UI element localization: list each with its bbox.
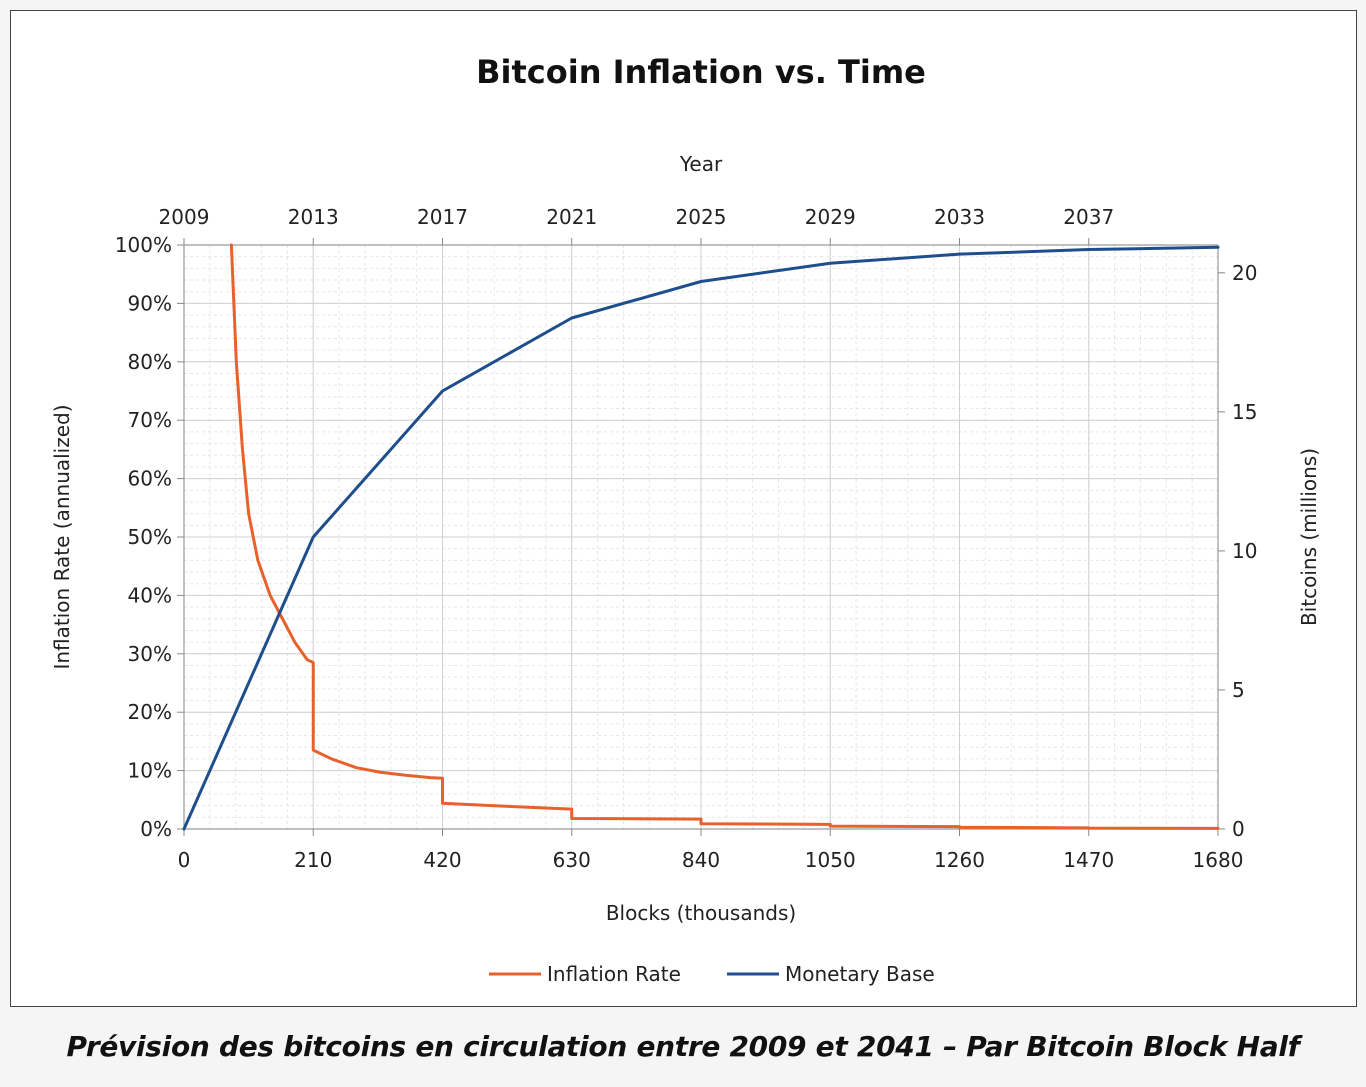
- y-tick-label: 20%: [128, 700, 172, 724]
- x-tick-label: 1680: [1193, 848, 1244, 872]
- y-tick-label: 30%: [128, 642, 172, 666]
- x-tick-label: 1260: [934, 848, 985, 872]
- y2-tick-label: 10: [1232, 539, 1257, 563]
- series-line-monetary-base: [182, 245, 1220, 831]
- y2-tick-label: 5: [1232, 678, 1245, 702]
- y-tick-label: 40%: [128, 583, 172, 607]
- series-line-inflation-rate: [229, 243, 1220, 830]
- y2-axis-label: Bitcoins (millions): [1297, 448, 1321, 626]
- y-tick-label: 70%: [128, 408, 172, 432]
- x-axis-label: Blocks (thousands): [606, 901, 796, 925]
- y-tick-label: 90%: [128, 291, 172, 315]
- x-tick-label: 0: [178, 848, 191, 872]
- x-tick-label: 630: [553, 848, 591, 872]
- legend-label-monetary-base: Monetary Base: [785, 962, 935, 986]
- x-top-tick-label: 2025: [676, 205, 727, 229]
- major-grid: [183, 244, 1219, 830]
- y-tick-label: 60%: [128, 467, 172, 491]
- y-axis-label: Inflation Rate (annualized): [50, 404, 74, 669]
- axes: [177, 238, 1225, 836]
- x-top-tick-label: 2013: [288, 205, 339, 229]
- y-tick-label: 50%: [128, 525, 172, 549]
- x-top-tick-label: 2033: [934, 205, 985, 229]
- y-tick-label: 80%: [128, 350, 172, 374]
- x-top-tick-label: 2009: [159, 205, 210, 229]
- x-top-tick-label: 2021: [546, 205, 597, 229]
- y-tick-label: 100%: [115, 233, 172, 257]
- x-tick-label: 1050: [805, 848, 856, 872]
- x-top-tick-label: 2029: [805, 205, 856, 229]
- y-tick-label: 0%: [140, 817, 172, 841]
- x-tick-label: 210: [294, 848, 332, 872]
- legend-label-inflation-rate: Inflation Rate: [547, 962, 681, 986]
- x-top-tick-label: 2017: [417, 205, 468, 229]
- y2-tick-label: 0: [1232, 817, 1245, 841]
- chart-title: Bitcoin Inflation vs. Time: [476, 53, 926, 91]
- y2-tick-label: 20: [1232, 261, 1257, 285]
- figure-caption: Prévision des bitcoins en circulation en…: [66, 1030, 1300, 1063]
- y2-tick-label: 15: [1232, 400, 1257, 424]
- x-tick-label: 420: [423, 848, 461, 872]
- legend: Inflation Rate Monetary Base: [489, 962, 935, 986]
- x-top-tick-label: 2037: [1063, 205, 1114, 229]
- series-layer: [182, 243, 1220, 831]
- x-top-axis-label: Year: [679, 152, 723, 176]
- x-tick-label: 1470: [1063, 848, 1114, 872]
- chart-frame: 0 210 420 630 840 1050 1260 1470 1680 2009 2013 201…: [10, 10, 1357, 1007]
- x-tick-label: 840: [682, 848, 720, 872]
- y-tick-label: 10%: [128, 759, 172, 783]
